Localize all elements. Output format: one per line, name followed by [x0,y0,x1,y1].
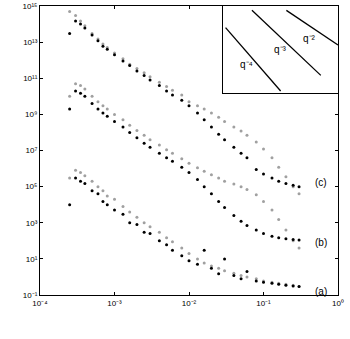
svg-text:10⁹: 10⁹ [25,110,37,119]
svg-text:(c): (c) [315,177,327,188]
svg-text:10¹⁵: 10¹⁵ [23,2,38,11]
svg-text:10⁷: 10⁷ [26,146,38,155]
svg-text:10¹³: 10¹³ [23,38,38,47]
svg-text:10⁰: 10⁰ [332,299,344,308]
svg-text:10⁻¹: 10⁻¹ [256,299,271,308]
svg-text:10⁻²: 10⁻² [182,299,197,308]
svg-text:q⁻²: q⁻² [303,33,316,44]
svg-text:10³: 10³ [26,219,38,228]
svg-text:(b): (b) [315,237,327,248]
svg-text:10¹¹: 10¹¹ [23,74,38,83]
svg-text:10⁻⁴: 10⁻⁴ [32,299,48,308]
svg-text:10¹: 10¹ [26,255,38,264]
svg-text:q⁻⁴: q⁻⁴ [240,59,253,70]
svg-text:(a): (a) [315,286,327,297]
svg-text:10⁻¹: 10⁻¹ [23,291,38,300]
svg-text:10⁻³: 10⁻³ [107,299,122,308]
svg-text:q⁻³: q⁻³ [274,44,287,55]
svg-text:10⁵: 10⁵ [25,182,37,191]
